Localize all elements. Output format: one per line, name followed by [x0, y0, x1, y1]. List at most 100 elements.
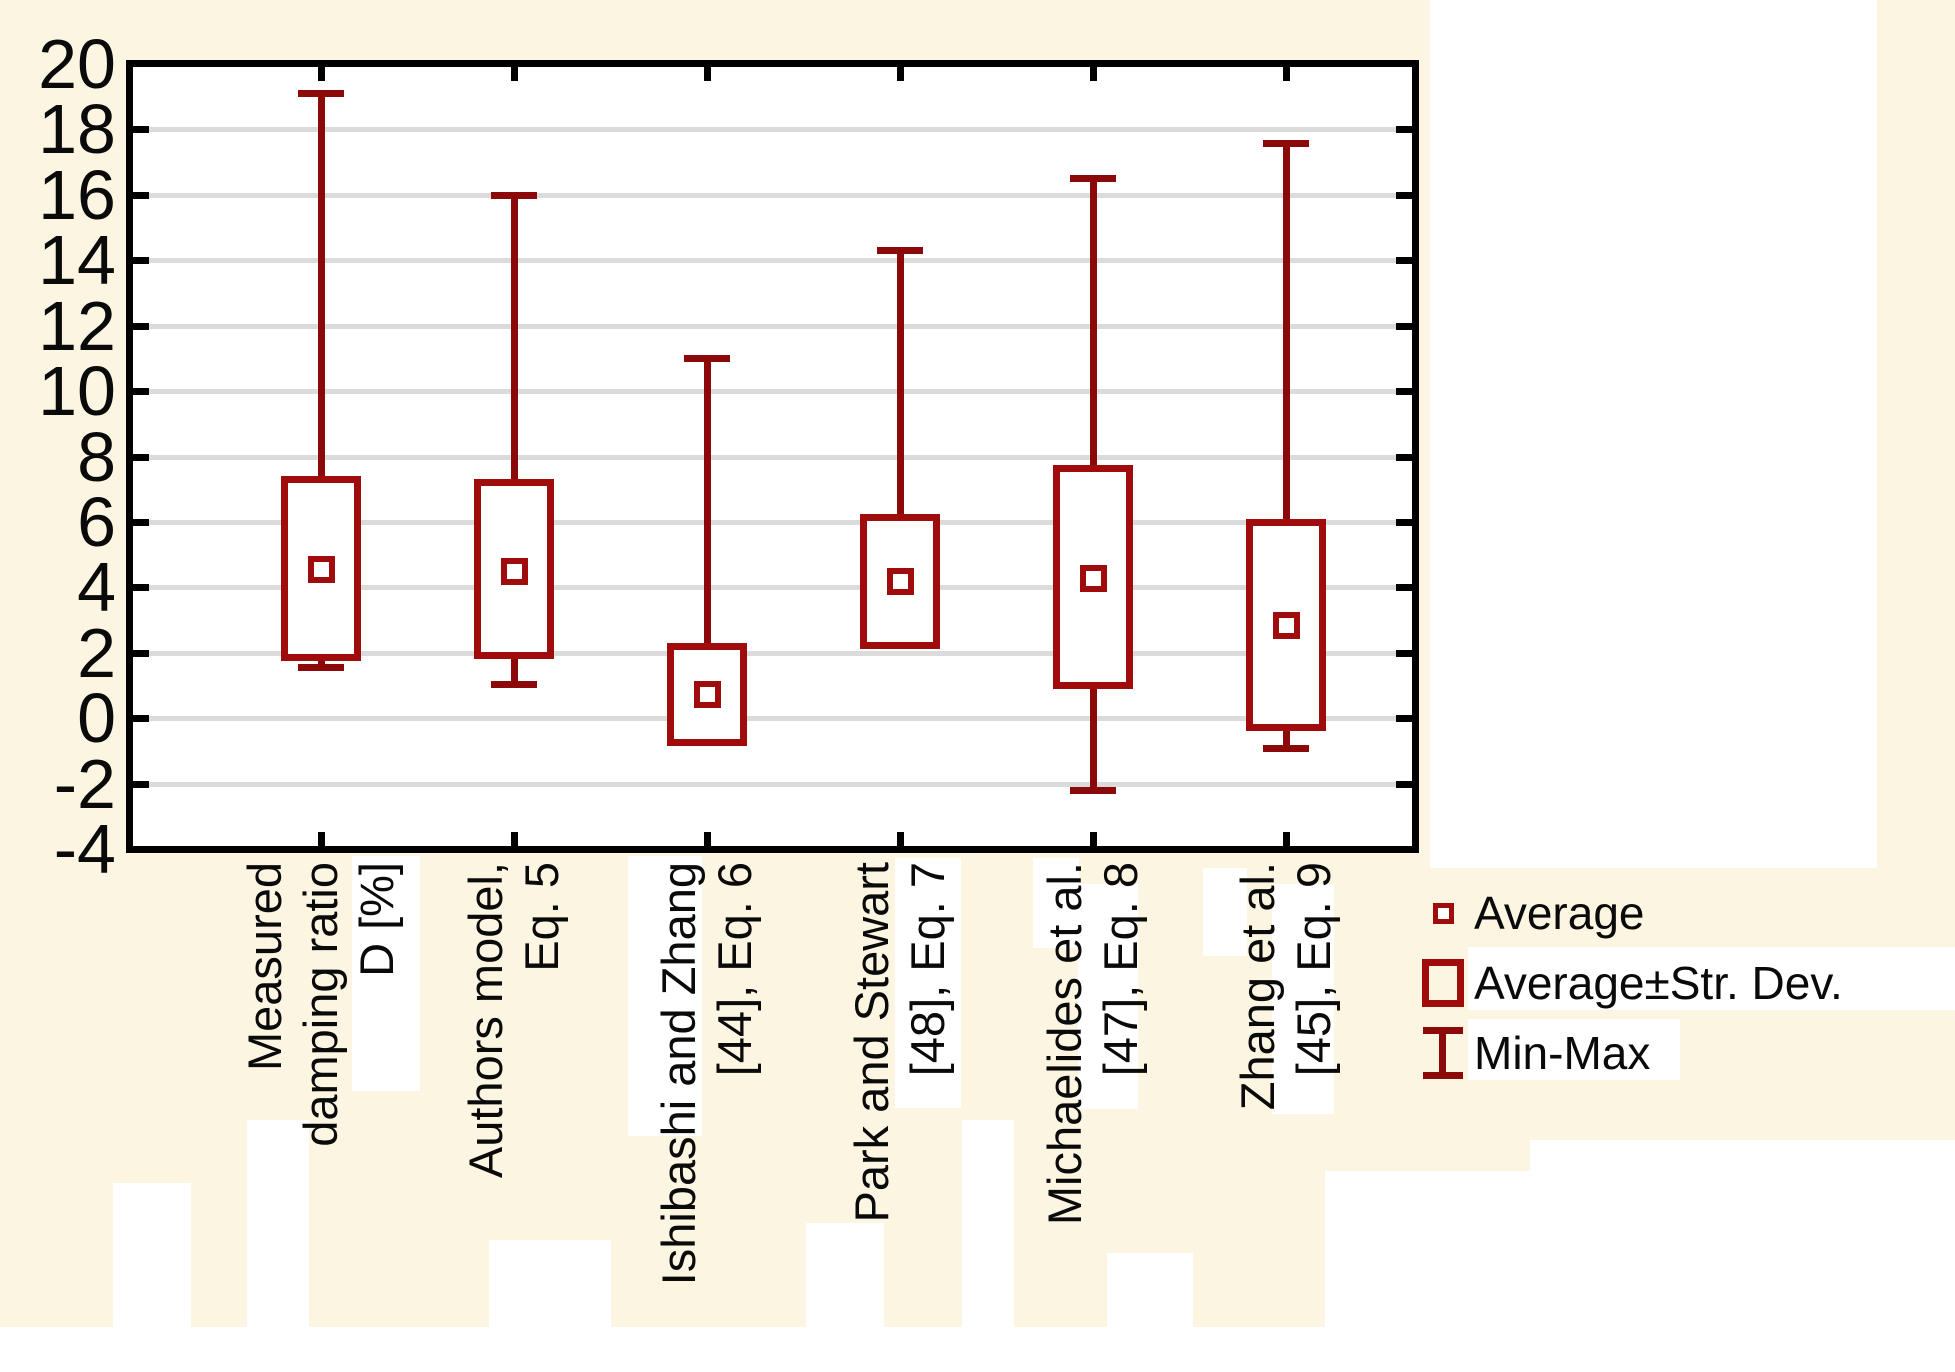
y-axis-tick [1396, 126, 1412, 134]
max-whisker-cap [684, 355, 730, 363]
y-tick-label: 6 [77, 482, 116, 561]
max-whisker-cap [298, 90, 344, 98]
y-axis-tick [133, 649, 149, 657]
y-axis-tick [133, 191, 149, 199]
x-axis-tick [318, 832, 325, 846]
y-tick-label: 2 [77, 613, 116, 692]
x-axis-tick [1090, 832, 1097, 846]
legend-label-min-max: Min-Max [1474, 1027, 1651, 1079]
max-whisker-line [511, 194, 518, 480]
average-marker [694, 680, 721, 708]
gridline [133, 127, 1412, 133]
y-tick-label: 12 [38, 286, 116, 365]
gridline [133, 519, 1412, 525]
y-axis-tick [1396, 780, 1412, 788]
max-whisker-cap [877, 247, 923, 255]
min-whisker-cap [491, 680, 537, 688]
x-axis-tick [897, 832, 904, 846]
y-tick-label: 4 [77, 548, 116, 627]
background-patch [1530, 1140, 1955, 1327]
gridline [133, 192, 1412, 198]
y-axis-tick [133, 322, 149, 330]
x-category-label-text: Zhang et al. [45], Eq. 9 [1231, 862, 1340, 1111]
x-category-label-text: Michaelides et al. [47], Eq. 8 [1038, 862, 1147, 1226]
x-category-label-text: Park and Stewart [48], Eq. 7 [845, 862, 954, 1223]
y-tick-label: 16 [38, 155, 116, 234]
legend-row-min-max: Min-Max [1412, 1018, 1843, 1088]
background-patch [1468, 1019, 1680, 1080]
background-patch [1078, 884, 1138, 1109]
min-whisker-cap [298, 664, 344, 672]
max-whisker-line [1283, 142, 1290, 519]
y-axis-tick [133, 257, 149, 265]
average-marker [501, 557, 528, 585]
min-whisker-cap [1263, 744, 1309, 752]
x-axis-tick [318, 67, 325, 81]
legend: Average Average±Str. Dev. Min-Max [1412, 878, 1843, 1088]
y-tick-label: 18 [38, 90, 116, 169]
background-patch [895, 858, 961, 1108]
average-marker [887, 567, 914, 595]
x-axis-tick [511, 67, 518, 81]
gridline [133, 781, 1412, 787]
background-patch [489, 1240, 611, 1327]
average-marker [1273, 611, 1300, 639]
x-axis-tick [511, 832, 518, 846]
y-axis-tick [133, 388, 149, 396]
y-axis-tick [1396, 453, 1412, 461]
x-axis-tick [1283, 832, 1290, 846]
max-whisker-line [318, 93, 325, 477]
background-patch [962, 1120, 1014, 1327]
background-patch [1107, 1253, 1193, 1327]
y-tick-label: -4 [53, 810, 116, 888]
x-category-label-text: Authors model, Eq. 5 [459, 862, 568, 1179]
y-tick-label: 10 [38, 352, 116, 431]
background-patch [806, 1223, 884, 1327]
average-marker-icon [1432, 902, 1454, 924]
gridline [133, 323, 1412, 329]
background-patch [0, 1327, 1955, 1372]
gridline [133, 389, 1412, 395]
gridline [133, 454, 1412, 460]
x-axis-tick [1283, 67, 1290, 81]
y-axis-tick [1396, 191, 1412, 199]
legend-label-average: Average [1474, 887, 1645, 939]
legend-row-std-dev: Average±Str. Dev. [1412, 948, 1843, 1018]
background-patch [1430, 0, 1877, 868]
gridline [133, 716, 1412, 722]
background-patch [1033, 858, 1079, 948]
x-axis-tick [704, 67, 711, 81]
x-axis-tick [704, 832, 711, 846]
y-axis-tick [1396, 715, 1412, 723]
std-dev-box [860, 513, 940, 650]
y-axis-tick [133, 715, 149, 723]
background-patch [1468, 947, 1955, 1010]
y-axis-tick [133, 584, 149, 592]
background-patch [1203, 868, 1247, 956]
background-patch [113, 1183, 191, 1327]
min-whisker-cap [1070, 787, 1116, 795]
gridline [133, 650, 1412, 656]
x-axis-tick [1090, 67, 1097, 81]
y-tick-label: 8 [77, 417, 116, 496]
average-marker [308, 556, 335, 584]
y-axis-tick [133, 780, 149, 788]
min-whisker-line [318, 660, 325, 668]
x-category-label-text: Ishibashi and Zhang [44], Eq. 6 [652, 862, 761, 1286]
max-whisker-cap [491, 191, 537, 199]
gridline [133, 585, 1412, 591]
max-whisker-cap [1263, 139, 1309, 147]
y-axis-tick [1396, 649, 1412, 657]
std-dev-box-icon [1422, 959, 1464, 1007]
background-patch [1325, 1171, 1530, 1327]
max-whisker-line [897, 250, 904, 514]
legend-row-average: Average [1412, 878, 1843, 948]
legend-label-std-dev: Average±Str. Dev. [1474, 957, 1843, 1009]
y-axis-tick [1396, 518, 1412, 526]
y-axis-tick [133, 453, 149, 461]
y-axis-tick [1396, 322, 1412, 330]
background-patch [1272, 884, 1334, 1114]
y-axis-tick [1396, 388, 1412, 396]
y-axis-tick [1396, 584, 1412, 592]
min-whisker-line [511, 659, 518, 684]
